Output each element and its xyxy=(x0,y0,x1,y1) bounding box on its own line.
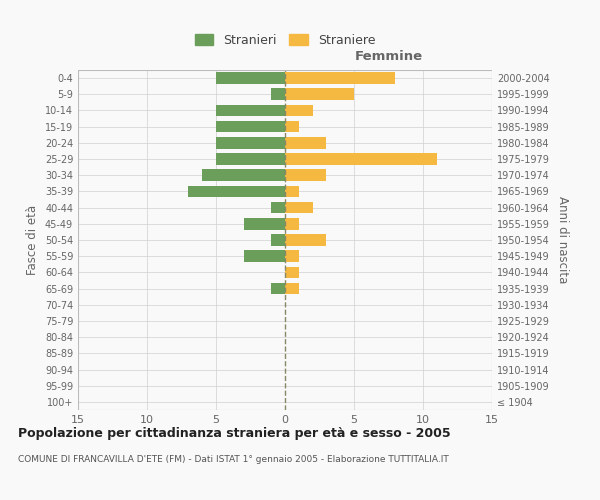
Bar xyxy=(271,202,285,213)
Bar xyxy=(285,186,299,198)
Text: Popolazione per cittadinanza straniera per età e sesso - 2005: Popolazione per cittadinanza straniera p… xyxy=(18,428,451,440)
Bar xyxy=(285,137,326,148)
Bar xyxy=(285,170,326,181)
Bar xyxy=(244,218,285,230)
Bar xyxy=(285,153,437,165)
Bar xyxy=(216,137,285,148)
Bar xyxy=(285,250,299,262)
Bar xyxy=(216,72,285,84)
Bar xyxy=(285,266,299,278)
Bar xyxy=(271,282,285,294)
Bar xyxy=(285,218,299,230)
Bar xyxy=(285,282,299,294)
Bar xyxy=(285,72,395,84)
Bar xyxy=(285,121,299,132)
Bar xyxy=(271,234,285,246)
Bar xyxy=(216,121,285,132)
Bar xyxy=(285,234,326,246)
Bar xyxy=(188,186,285,198)
Bar xyxy=(216,104,285,117)
Text: Femmine: Femmine xyxy=(355,50,422,63)
Bar xyxy=(202,170,285,181)
Y-axis label: Anni di nascita: Anni di nascita xyxy=(556,196,569,284)
Legend: Stranieri, Straniere: Stranieri, Straniere xyxy=(190,28,380,52)
Text: COMUNE DI FRANCAVILLA D'ETE (FM) - Dati ISTAT 1° gennaio 2005 - Elaborazione TUT: COMUNE DI FRANCAVILLA D'ETE (FM) - Dati … xyxy=(18,455,449,464)
Bar xyxy=(285,88,354,100)
Bar xyxy=(244,250,285,262)
Bar xyxy=(216,153,285,165)
Bar xyxy=(285,202,313,213)
Bar xyxy=(285,104,313,117)
Bar xyxy=(271,88,285,100)
Y-axis label: Fasce di età: Fasce di età xyxy=(26,205,39,275)
